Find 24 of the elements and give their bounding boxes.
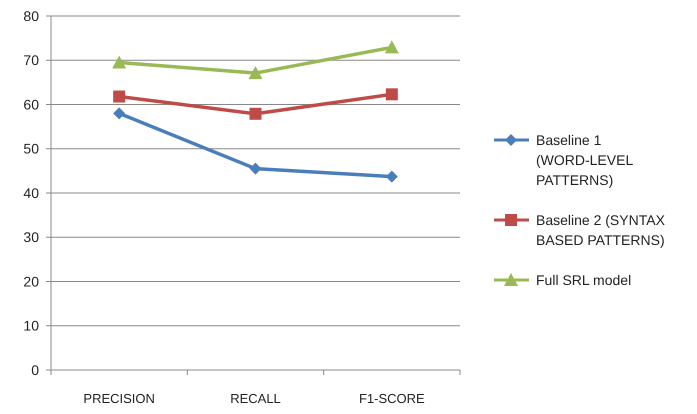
y-tick-label: 10	[23, 318, 40, 334]
y-tick-label: 30	[23, 229, 40, 246]
y-tick-label: 80	[23, 8, 40, 24]
x-tick-label: PRECISION	[83, 391, 155, 406]
y-tick-label: 20	[23, 273, 40, 290]
point	[386, 88, 398, 100]
point	[250, 108, 262, 120]
point	[112, 55, 126, 68]
point	[113, 107, 126, 120]
point	[113, 90, 126, 103]
y-tick-label: 50	[23, 140, 40, 157]
x-tick-label: RECALL	[230, 391, 281, 406]
y-tick-label: 70	[23, 52, 40, 68]
y-tick-label: 0	[31, 362, 40, 378]
point	[250, 162, 262, 175]
y-tick-label: 40	[23, 184, 40, 201]
legend-label: Baseline 2 (SYNTAX BASED PATTERNS)	[536, 212, 666, 248]
x-tick-label: F1-SCORE	[358, 391, 426, 406]
legend-label: Baseline 1 (WORD-LEVEL PATTERNS)	[536, 132, 634, 188]
point	[386, 170, 398, 183]
point	[384, 40, 399, 54]
y-tick-label: 60	[23, 96, 40, 112]
point	[248, 66, 262, 80]
legend-label: Full SRL model	[536, 272, 632, 288]
